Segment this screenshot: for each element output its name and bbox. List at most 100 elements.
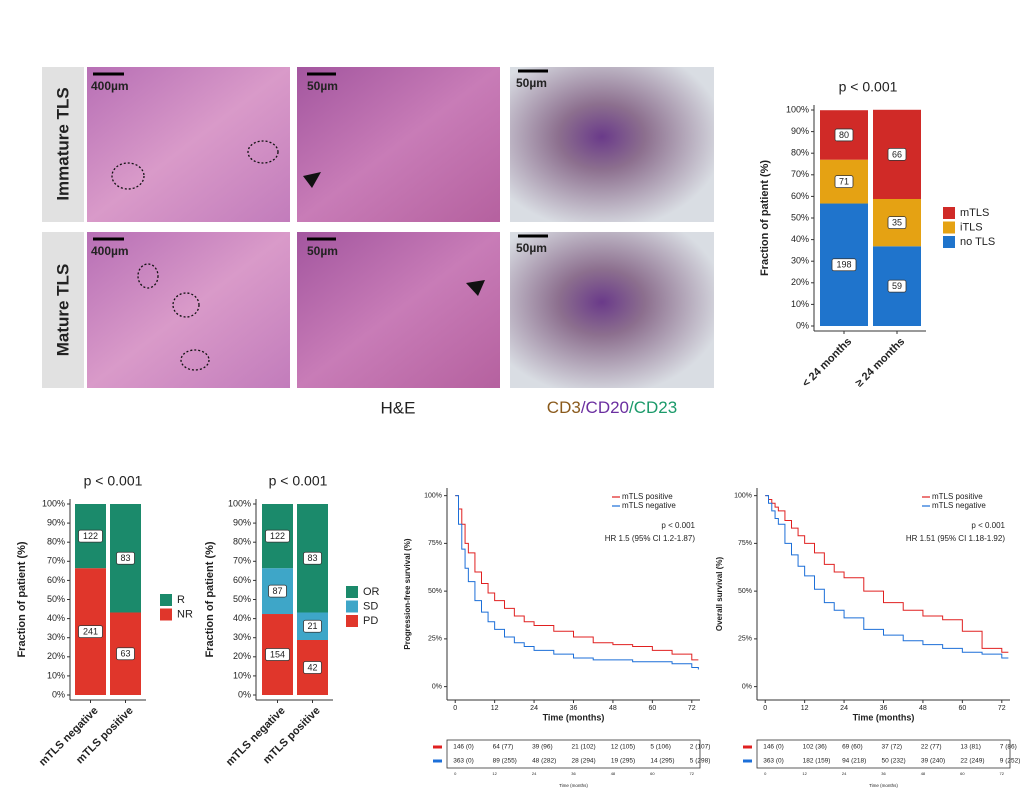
- risk-x-tick-label: 24: [532, 771, 537, 776]
- risk-cell: 28 (294): [572, 758, 596, 765]
- survival-curve: [455, 495, 699, 670]
- count-box: [268, 584, 287, 598]
- risk-cell: 13 (81): [960, 744, 981, 751]
- risk-x-label: Time (months): [869, 783, 898, 788]
- risk-x-tick-label: 12: [492, 771, 497, 776]
- risk-cell: 39 (240): [921, 758, 945, 765]
- risk-cell: 89 (255): [493, 758, 517, 765]
- legend-label: R: [177, 594, 185, 606]
- y-tick-label: 100%: [424, 492, 442, 499]
- legend-label: mTLS positive: [932, 492, 983, 501]
- risk-cell: 94 (218): [842, 758, 866, 765]
- scale-label: 400µm: [91, 244, 129, 258]
- count-box: [78, 625, 103, 638]
- legend-swatch: [346, 586, 358, 598]
- risk-x-tick-label: 60: [960, 771, 965, 776]
- y-tick-label: 60%: [791, 191, 809, 201]
- y-tick-label: 40%: [791, 234, 809, 244]
- x-tick-label: 24: [840, 705, 848, 712]
- y-tick-label: 70%: [47, 556, 65, 566]
- annotation: HR 1.5 (95% CI 1.2-1.87): [605, 534, 696, 543]
- x-tick-label: mTLS negative: [224, 705, 288, 769]
- row-label-box: [42, 232, 84, 388]
- count-box: [887, 216, 907, 230]
- y-tick-label: 60%: [47, 575, 65, 585]
- legend-label: no TLS: [960, 236, 995, 248]
- survival-curve: [765, 495, 1009, 659]
- risk-x-tick-label: 0: [764, 771, 767, 776]
- x-tick-label: 48: [919, 705, 927, 712]
- row-label: Mature TLS: [53, 264, 72, 357]
- count-label: 42: [307, 662, 317, 672]
- count-label: 198: [836, 260, 851, 270]
- x-tick-label: 0: [763, 705, 767, 712]
- x-tick-label: 60: [958, 705, 966, 712]
- x-tick-label: ≥ 24 months: [853, 336, 907, 390]
- y-tick-label: 30%: [233, 632, 251, 642]
- survival-curve: [765, 495, 1009, 653]
- y-tick-label: 20%: [233, 651, 251, 661]
- count-box: [834, 128, 854, 142]
- y-tick-label: 100%: [734, 492, 752, 499]
- stain-label: CD3/CD20/CD23: [547, 398, 677, 417]
- risk-cell: 21 (102): [572, 744, 596, 751]
- count-label: 71: [839, 176, 849, 186]
- survival-curve: [455, 495, 699, 661]
- y-axis-label: Fraction of patient (%): [204, 541, 216, 657]
- legend-label: mTLS positive: [622, 492, 673, 501]
- chart-title: p < 0.001: [84, 473, 143, 489]
- legend-swatch: [943, 236, 955, 248]
- risk-cell: 5 (298): [690, 758, 711, 765]
- risk-cell: 9 (252): [1000, 758, 1021, 765]
- count-box: [303, 551, 322, 565]
- chart-title: p < 0.001: [839, 79, 898, 95]
- count-label: 83: [307, 553, 317, 563]
- y-tick-label: 50%: [428, 588, 442, 595]
- y-tick-label: 50%: [791, 212, 809, 222]
- y-tick-label: 20%: [47, 651, 65, 661]
- risk-cell: 182 (159): [803, 758, 831, 765]
- count-box: [265, 648, 290, 661]
- y-tick-label: 100%: [42, 498, 65, 508]
- risk-cell: 146 (0): [763, 744, 784, 751]
- stain-part: /CD23: [629, 398, 677, 417]
- legend-label: iTLS: [960, 221, 983, 233]
- count-box: [834, 175, 854, 189]
- risk-table-box: [756, 739, 1011, 769]
- x-tick-label: 12: [491, 705, 499, 712]
- risk-cell: 12 (105): [611, 744, 635, 751]
- legend-label: mTLS negative: [932, 501, 986, 510]
- y-tick-label: 80%: [233, 537, 251, 547]
- risk-cell: 22 (77): [921, 744, 942, 751]
- risk-cell: 37 (72): [882, 744, 903, 751]
- y-tick-label: 10%: [791, 299, 809, 309]
- risk-cell: 7 (86): [1000, 744, 1017, 751]
- legend-swatch: [160, 594, 172, 606]
- risk-cell: 69 (60): [842, 744, 863, 751]
- legend-swatch: [346, 600, 358, 613]
- row-label-box: [42, 67, 84, 222]
- annotation: p < 0.001: [661, 521, 695, 530]
- y-tick-label: 10%: [233, 670, 251, 680]
- y-tick-label: 100%: [786, 104, 809, 114]
- tls-outlines: [111, 140, 279, 371]
- y-tick-label: 75%: [428, 540, 442, 547]
- legend-label: mTLS: [960, 207, 989, 219]
- scale-bars: [93, 69, 548, 241]
- y-tick-label: 40%: [47, 613, 65, 623]
- y-axis-label: Fraction of patient (%): [759, 160, 771, 276]
- x-tick-label: 48: [609, 705, 617, 712]
- y-tick-label: 80%: [791, 148, 809, 158]
- ihc-image: [510, 67, 714, 222]
- row-label: Immature TLS: [53, 87, 72, 200]
- scale-label: 50µm: [307, 79, 338, 93]
- y-axis-label: Overall survival (%): [715, 557, 724, 632]
- legend-swatch: [943, 207, 955, 219]
- scale-label: 50µm: [307, 244, 338, 258]
- he-image: [297, 67, 500, 222]
- annotation: HR 1.51 (95% CI 1.18-1.92): [906, 534, 1005, 543]
- count-box: [887, 279, 907, 293]
- x-tick-label: 36: [570, 705, 578, 712]
- y-tick-label: 25%: [428, 636, 442, 643]
- legend-label: NR: [177, 608, 193, 620]
